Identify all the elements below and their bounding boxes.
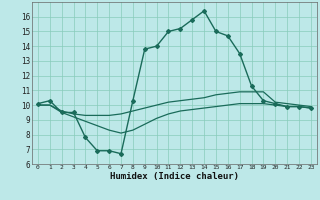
X-axis label: Humidex (Indice chaleur): Humidex (Indice chaleur) (110, 172, 239, 181)
